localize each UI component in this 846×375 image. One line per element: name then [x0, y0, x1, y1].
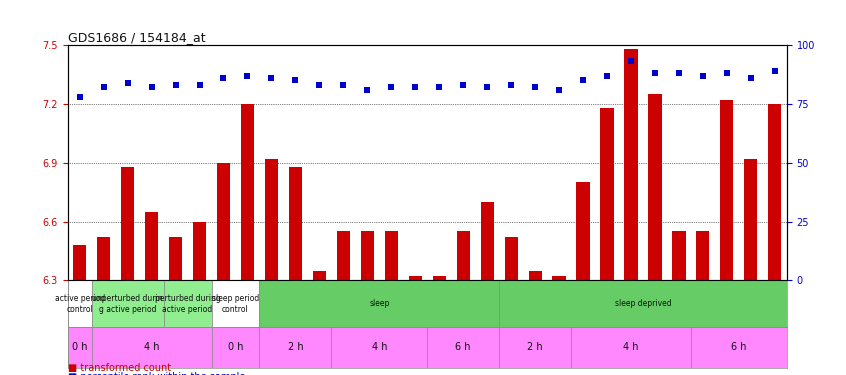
Point — [168, 82, 182, 88]
Point — [337, 82, 350, 88]
Bar — [385, 231, 398, 280]
Text: ■ transformed count: ■ transformed count — [68, 363, 171, 373]
Bar — [648, 94, 662, 280]
Point — [73, 94, 86, 100]
Point — [528, 84, 542, 90]
Bar — [481, 202, 494, 280]
Text: 6 h: 6 h — [731, 342, 746, 352]
Bar — [337, 231, 350, 280]
Bar — [571, 327, 691, 368]
Bar — [212, 280, 260, 327]
Bar — [744, 159, 757, 280]
Text: active period
control: active period control — [54, 294, 105, 314]
Bar — [427, 327, 499, 368]
Bar — [68, 327, 91, 368]
Bar — [260, 280, 499, 327]
Bar — [504, 237, 518, 280]
Point — [240, 73, 254, 79]
Bar — [97, 237, 110, 280]
Point — [672, 70, 685, 76]
Point — [193, 82, 206, 88]
Text: 0 h: 0 h — [228, 342, 243, 352]
Text: 4 h: 4 h — [371, 342, 387, 352]
Point — [601, 73, 614, 79]
Point — [696, 73, 710, 79]
Bar — [145, 212, 158, 280]
Point — [552, 87, 566, 93]
Point — [121, 80, 135, 86]
Bar — [720, 100, 733, 280]
Point — [744, 75, 758, 81]
Point — [576, 77, 590, 83]
Bar — [313, 271, 326, 280]
Text: GDS1686 / 154184_at: GDS1686 / 154184_at — [68, 31, 206, 44]
Point — [217, 75, 230, 81]
Text: 4 h: 4 h — [144, 342, 159, 352]
Bar — [265, 159, 278, 280]
Point — [432, 84, 446, 90]
Bar — [409, 276, 422, 280]
Bar — [169, 237, 182, 280]
Text: sleep period
control: sleep period control — [212, 294, 259, 314]
Bar — [288, 166, 302, 280]
Bar — [332, 327, 427, 368]
Bar — [68, 280, 91, 327]
Bar — [691, 327, 787, 368]
Text: perturbed during
active period: perturbed during active period — [155, 294, 221, 314]
Text: ■ percentile rank within the sample: ■ percentile rank within the sample — [68, 372, 245, 375]
Bar — [552, 276, 566, 280]
Bar — [193, 222, 206, 280]
Bar — [457, 231, 470, 280]
Text: sleep: sleep — [369, 300, 389, 309]
Bar — [768, 104, 782, 280]
Bar — [499, 327, 571, 368]
Text: 0 h: 0 h — [72, 342, 87, 352]
Point — [457, 82, 470, 88]
Point — [288, 77, 302, 83]
Bar — [91, 327, 212, 368]
Bar — [432, 276, 446, 280]
Text: 2 h: 2 h — [527, 342, 543, 352]
Bar — [217, 163, 230, 280]
Text: 2 h: 2 h — [288, 342, 303, 352]
Point — [313, 82, 327, 88]
Point — [96, 84, 110, 90]
Bar — [163, 280, 212, 327]
Bar — [360, 231, 374, 280]
Bar — [260, 327, 332, 368]
Point — [768, 68, 782, 74]
Point — [720, 70, 733, 76]
Point — [409, 84, 422, 90]
Bar — [696, 231, 710, 280]
Bar — [601, 108, 613, 280]
Point — [481, 84, 494, 90]
Point — [265, 75, 278, 81]
Bar — [91, 280, 163, 327]
Bar — [529, 271, 541, 280]
Point — [360, 87, 374, 93]
Point — [648, 70, 662, 76]
Point — [145, 84, 158, 90]
Bar — [212, 327, 260, 368]
Point — [384, 84, 398, 90]
Text: unperturbed durin
g active period: unperturbed durin g active period — [92, 294, 163, 314]
Text: 6 h: 6 h — [455, 342, 471, 352]
Bar — [673, 231, 685, 280]
Bar — [73, 245, 86, 280]
Text: 4 h: 4 h — [624, 342, 639, 352]
Bar — [624, 49, 638, 280]
Bar — [241, 104, 254, 280]
Bar — [576, 182, 590, 280]
Point — [624, 58, 638, 64]
Point — [504, 82, 518, 88]
Bar — [121, 166, 135, 280]
Bar — [499, 280, 787, 327]
Text: sleep deprived: sleep deprived — [615, 300, 671, 309]
